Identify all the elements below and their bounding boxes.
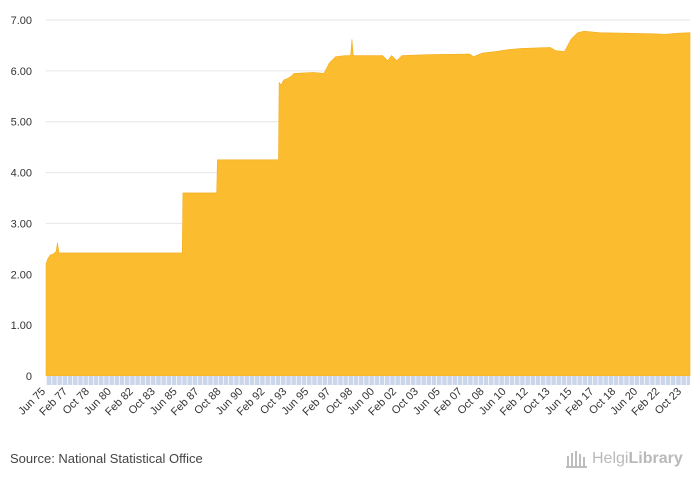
library-icon (566, 451, 587, 468)
y-tick-label: 4.00 (11, 168, 32, 180)
plot-area (45, 30, 691, 377)
y-tick-label: 5.00 (11, 117, 32, 129)
source-note: Source: National Statistical Office (10, 451, 203, 466)
y-tick-label: 3.00 (11, 218, 32, 230)
x-axis-band (46, 376, 690, 385)
logo-text-helgi: Helgi (592, 450, 629, 467)
y-axis: 0 1.00 2.00 3.00 4.00 5.00 6.00 7.00 (11, 15, 32, 383)
y-tick-label: 2.00 (11, 269, 32, 281)
y-tick-label: 7.00 (11, 15, 32, 27)
area-chart: 0 1.00 2.00 3.00 4.00 5.00 6.00 7.00 Jun 75Feb … (11, 15, 691, 418)
logo-text-library: Library (628, 450, 683, 467)
y-tick-label: 0 (26, 371, 32, 383)
y-tick-label: 6.00 (11, 66, 32, 78)
y-tick-label: 1.00 (11, 320, 32, 332)
series-area (45, 30, 691, 377)
helgi-library-logo[interactable]: Helgi Library (566, 447, 683, 471)
